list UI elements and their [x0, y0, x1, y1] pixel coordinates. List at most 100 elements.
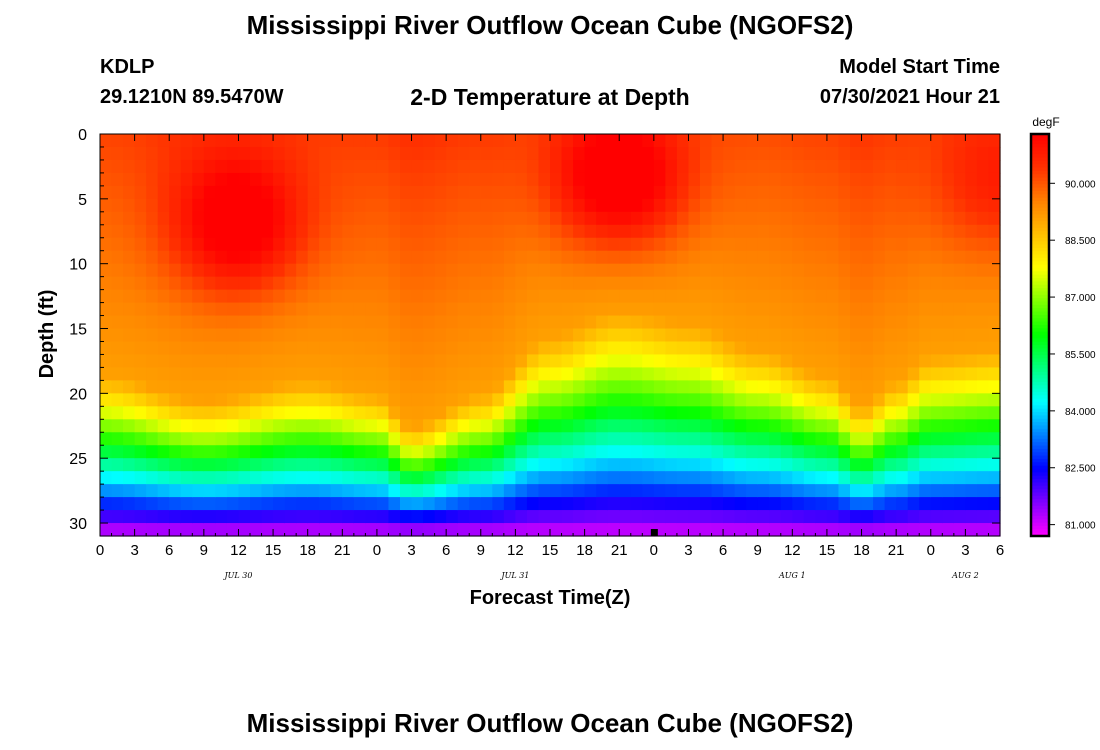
heatmap-cell — [700, 263, 713, 278]
heatmap-cell — [250, 380, 263, 394]
heatmap-cell — [123, 406, 136, 420]
heatmap-cell — [492, 523, 505, 537]
heatmap-cell — [273, 432, 286, 446]
colorbar-segment — [1031, 284, 1049, 289]
heatmap-cell — [561, 328, 574, 343]
heatmap-cell — [584, 263, 597, 278]
heatmap-cell — [873, 237, 886, 252]
heatmap-cell — [850, 497, 863, 511]
heatmap-cell — [503, 458, 516, 472]
heatmap-cell — [826, 510, 840, 524]
x-tick-label: 6 — [996, 542, 1004, 559]
heatmap-cell — [965, 445, 978, 459]
heatmap-cell — [261, 380, 274, 394]
heatmap-cell — [446, 211, 459, 226]
colorbar-segment — [1031, 234, 1049, 239]
heatmap-cell — [850, 328, 863, 343]
heatmap-cell — [353, 354, 366, 369]
heatmap-cell — [757, 354, 770, 369]
heatmap-cell — [642, 458, 655, 472]
heatmap-cell — [123, 172, 136, 187]
heatmap-cell — [411, 445, 424, 459]
heatmap-cell — [503, 510, 516, 524]
heatmap-cell — [896, 523, 909, 537]
heatmap-cell — [400, 484, 413, 498]
heatmap-cell — [769, 134, 782, 148]
heatmap-cell — [526, 484, 540, 498]
heatmap-cell — [503, 172, 516, 187]
heatmap-cell — [365, 471, 378, 485]
heatmap-cell — [757, 432, 770, 446]
heatmap-cell — [815, 198, 828, 213]
heatmap-cell — [653, 224, 666, 239]
heatmap-cell — [515, 289, 528, 304]
heatmap-cell — [711, 328, 724, 343]
heatmap-cell — [365, 328, 378, 343]
heatmap-cell — [296, 523, 309, 537]
heatmap-cell — [619, 185, 632, 200]
heatmap-cell — [653, 458, 666, 472]
heatmap-cell — [330, 328, 343, 343]
heatmap-cell — [284, 302, 297, 317]
heatmap-cell — [665, 185, 678, 200]
footer-title: Mississippi River Outflow Ocean Cube (NG… — [246, 708, 854, 738]
heatmap-cell — [203, 419, 216, 433]
heatmap-cell — [111, 341, 124, 356]
heatmap-cell — [480, 445, 493, 459]
heatmap-cell — [273, 354, 286, 369]
heatmap-cell — [815, 341, 828, 356]
heatmap-cell — [653, 263, 666, 278]
heatmap-cell — [700, 224, 713, 239]
heatmap-cell — [492, 458, 505, 472]
heatmap-cell — [284, 263, 297, 278]
heatmap-cell — [226, 315, 240, 330]
heatmap-cell — [134, 159, 147, 174]
heatmap-cell — [676, 302, 690, 317]
heatmap-cell — [688, 484, 701, 498]
heatmap-cell — [353, 250, 366, 265]
heatmap-cell — [942, 250, 955, 265]
heatmap-cell — [550, 146, 563, 161]
heatmap-cell — [907, 315, 920, 330]
heatmap-cell — [861, 406, 874, 420]
heatmap-cell — [873, 445, 886, 459]
heatmap-cell — [492, 419, 505, 433]
heatmap-cell — [988, 432, 1001, 446]
heatmap-cell — [307, 276, 320, 291]
heatmap-cell — [376, 341, 390, 356]
heatmap-cell — [850, 380, 863, 394]
x-date-label: JUL 30 — [222, 571, 252, 580]
heatmap-cell — [226, 367, 240, 381]
heatmap-cell — [584, 146, 597, 161]
heatmap-cell — [180, 134, 193, 148]
heatmap-cell — [550, 198, 563, 213]
heatmap-cell — [607, 250, 620, 265]
heatmap-cell — [250, 406, 263, 420]
heatmap-cell — [515, 432, 528, 446]
heatmap-cell — [803, 341, 816, 356]
heatmap-cell — [780, 211, 793, 226]
heatmap-cell — [100, 393, 113, 407]
heatmap-cell — [319, 211, 332, 226]
heatmap-cell — [780, 263, 793, 278]
heatmap-cell — [307, 250, 320, 265]
heatmap-cell — [734, 211, 747, 226]
heatmap-cell — [619, 419, 632, 433]
heatmap-cell — [330, 159, 343, 174]
heatmap-cell — [169, 185, 182, 200]
heatmap-cell — [376, 134, 390, 148]
heatmap-cell — [100, 328, 113, 343]
heatmap-cell — [803, 432, 816, 446]
heatmap-cell — [861, 250, 874, 265]
heatmap-cell — [492, 185, 505, 200]
heatmap-cell — [953, 146, 966, 161]
heatmap-cell — [596, 159, 609, 174]
heatmap-cell — [723, 185, 736, 200]
heatmap-cell — [515, 497, 528, 511]
heatmap-cell — [734, 523, 747, 537]
heatmap-cell — [342, 497, 355, 511]
heatmap-cell — [723, 432, 736, 446]
heatmap-cell — [942, 471, 955, 485]
colorbar-segment — [1031, 311, 1049, 316]
heatmap-cell — [123, 367, 136, 381]
